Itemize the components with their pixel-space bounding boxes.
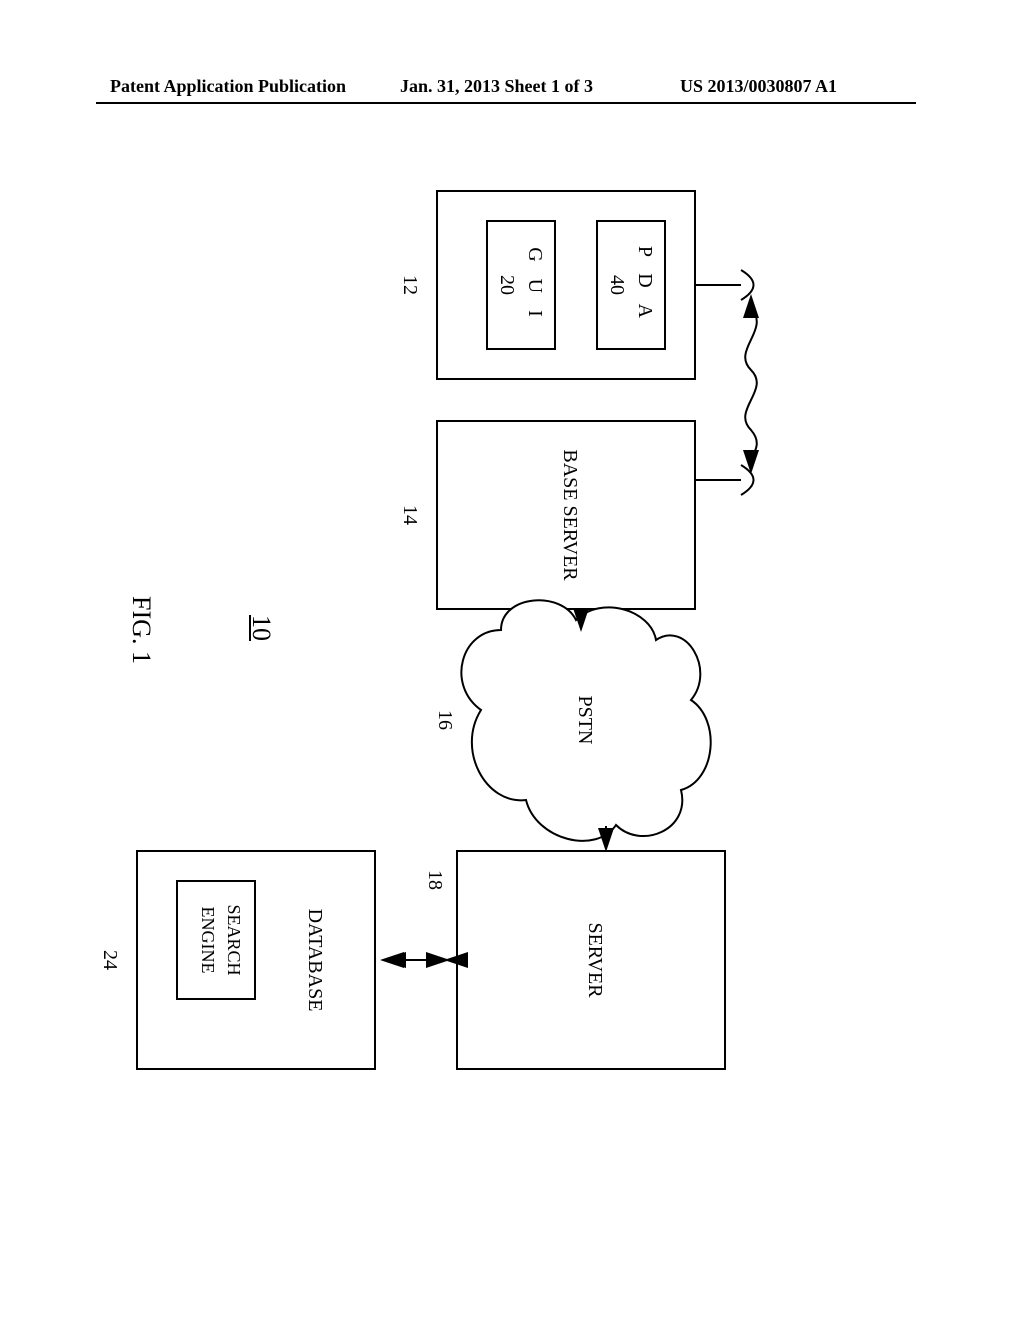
- system-diagram: P D A 40 G U I 20 12 BASE SERVER 14 PSTN…: [0, 190, 916, 1010]
- header-center: Jan. 31, 2013 Sheet 1 of 3: [400, 76, 593, 97]
- header-right: US 2013/0030807 A1: [680, 76, 837, 97]
- system-ref: 10: [246, 615, 276, 641]
- header-left: Patent Application Publication: [110, 76, 346, 97]
- figure-caption: FIG. 1: [126, 550, 156, 710]
- header-rule: [96, 102, 916, 104]
